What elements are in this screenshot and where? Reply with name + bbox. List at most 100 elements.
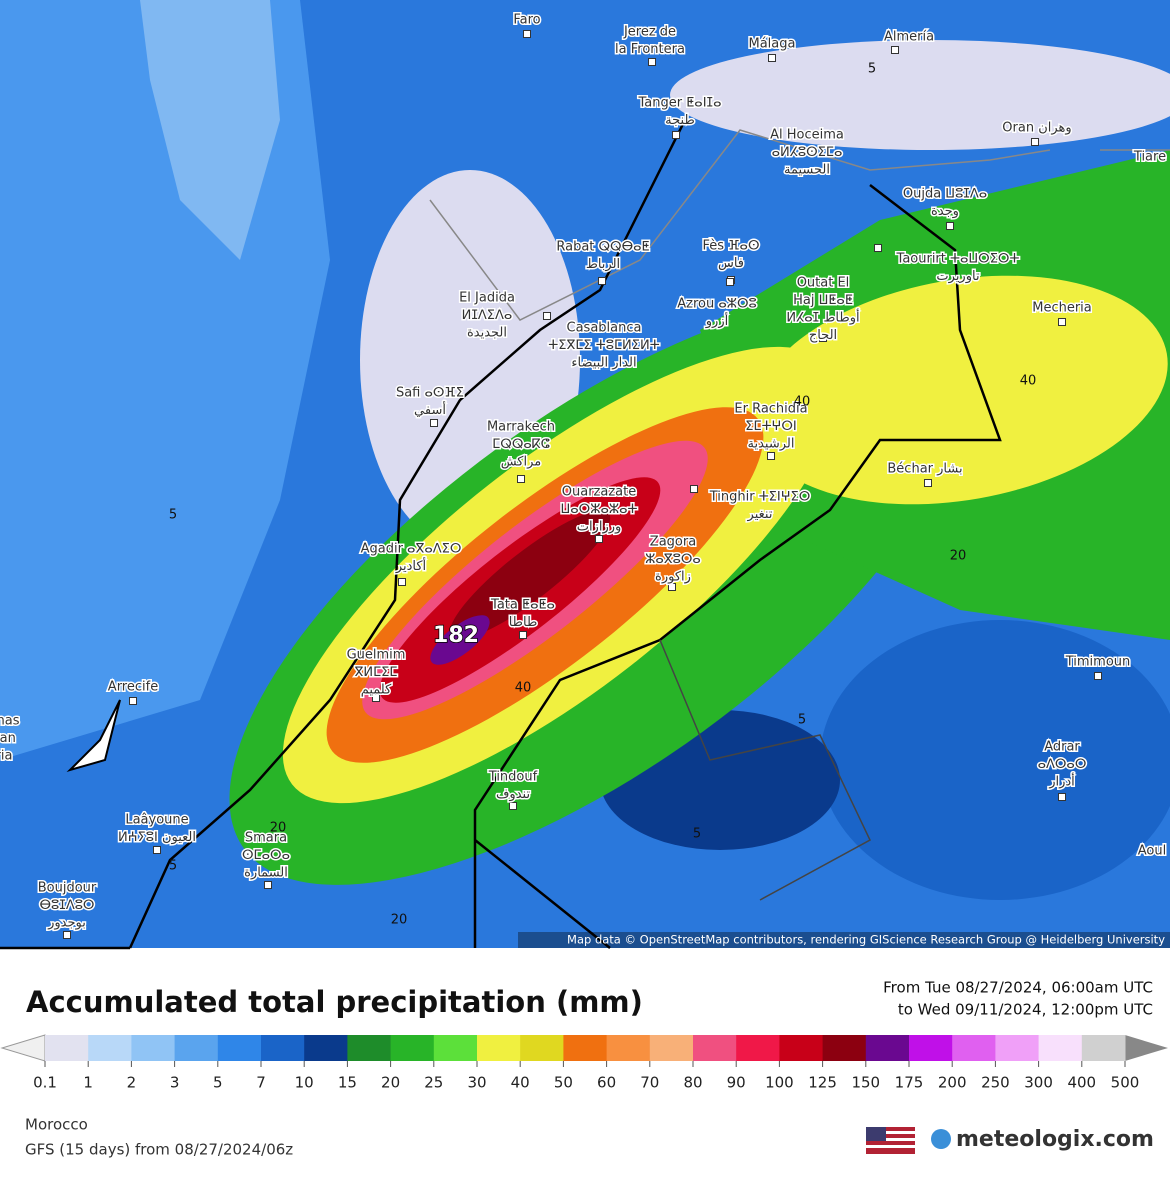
city-label: Oujda ⵡⵓⵊⴷⴰ xyxy=(903,187,987,202)
area xyxy=(820,620,1170,900)
city-label: Casablanca xyxy=(567,321,642,336)
legend-swatch xyxy=(390,1035,435,1061)
city-marker xyxy=(153,846,161,854)
legend-tick-label: 60 xyxy=(597,1074,616,1092)
city-marker xyxy=(598,277,606,285)
contour-label: 40 xyxy=(515,681,532,696)
city-label: الحاج xyxy=(809,328,837,343)
city-label: Azrou ⴰⵣⵔⵓ xyxy=(677,297,757,312)
legend-tick-label: 125 xyxy=(808,1074,837,1092)
logo xyxy=(931,1129,951,1149)
legend-tick-label: 2 xyxy=(127,1074,137,1092)
city-label: Béchar بشار xyxy=(887,462,962,477)
legend-swatch xyxy=(649,1035,694,1061)
city-label: الحسيمة xyxy=(784,163,830,178)
city-label: أكادير xyxy=(395,557,426,574)
city-label: الدار البيضاء xyxy=(571,356,636,371)
city-marker xyxy=(63,931,71,939)
island xyxy=(66,699,121,773)
city-marker xyxy=(819,334,827,342)
city-label: الرباط xyxy=(586,257,620,272)
legend-swatch xyxy=(1038,1035,1083,1061)
legend-swatch xyxy=(822,1035,867,1061)
contour-label: 40 xyxy=(794,395,811,410)
legend-swatch xyxy=(909,1035,953,1061)
legend-tick-label: 30 xyxy=(467,1074,486,1092)
legend-swatch xyxy=(45,1035,89,1061)
city-label: aria xyxy=(0,749,12,764)
contour-label: 5 xyxy=(798,713,806,728)
city-label: ⵍⵊⴷⵉⴷⴰ xyxy=(462,308,513,323)
city-label: ⵙⵎⴰⵔⴰ xyxy=(242,848,290,863)
city-label: أسفي xyxy=(414,401,446,418)
city-label: أزرو xyxy=(705,312,728,329)
area xyxy=(430,615,490,665)
legend: 0.1 1 2 3 5 7 10 15 20 25 30 40 50 60 70 80 90 100 125 150 1… xyxy=(0,1034,1168,1092)
city-marker xyxy=(690,485,698,493)
city-label: كلميم xyxy=(361,683,392,698)
city-marker xyxy=(129,697,137,705)
city-label: Laâyoune xyxy=(125,813,188,828)
city-label: الرشيدية xyxy=(748,437,795,452)
city-marker xyxy=(517,475,525,483)
legend-swatch xyxy=(736,1035,780,1061)
city-label: ⵣⴰⴳⵓⵔⴰ xyxy=(645,552,701,567)
city-label: Málaga xyxy=(749,37,796,52)
city-label: Oran وهران xyxy=(1002,121,1071,136)
city-label: Arrecife xyxy=(108,680,158,695)
city-label: طاطا xyxy=(509,615,538,630)
legend-swatch xyxy=(433,1035,478,1061)
city-label: Guelmim xyxy=(347,648,406,663)
legend-swatch xyxy=(952,1035,996,1061)
contour-label: 5 xyxy=(693,827,701,842)
legend-tick-label: 0.1 xyxy=(33,1074,57,1092)
brand[interactable]: meteologix.com xyxy=(956,1127,1154,1152)
ocean-light xyxy=(140,0,280,260)
city-marker xyxy=(264,881,272,889)
city-label: زاكورة xyxy=(655,570,691,585)
legend-tick-label: 500 xyxy=(1111,1074,1140,1092)
legend-swatch xyxy=(174,1035,219,1061)
contour-label: 20 xyxy=(270,821,287,836)
contour-label: 5 xyxy=(868,62,876,77)
city-label: أدرار xyxy=(1048,773,1075,790)
legend-tick-label: 1 xyxy=(83,1074,93,1092)
legend-swatch xyxy=(520,1035,564,1061)
contour-label: 40 xyxy=(1020,374,1037,389)
legend-swatch xyxy=(563,1035,608,1061)
city-label: Agadir ⴰⴳⴰⴷⵉⵔ xyxy=(361,542,462,557)
city-marker xyxy=(1094,672,1102,680)
legend-swatch xyxy=(995,1035,1040,1061)
legend-tick-label: 15 xyxy=(338,1074,357,1092)
city-label: ⴳⵍⵎⵉⵎ xyxy=(355,665,398,680)
city-marker xyxy=(891,46,899,54)
city-label: Boujdour xyxy=(38,881,97,896)
city-label: Gran xyxy=(0,731,16,746)
region: Morocco xyxy=(25,1116,88,1134)
legend-swatch xyxy=(693,1035,737,1061)
city-marker xyxy=(726,278,734,286)
attribution: Map data © OpenStreetMap contributors, r… xyxy=(567,933,1165,947)
legend-tick-label: 40 xyxy=(511,1074,530,1092)
legend-swatch xyxy=(131,1035,176,1061)
legend-tick-label: 90 xyxy=(727,1074,746,1092)
labels: Faro Jerez de la Frontera Málaga Almería Tang… xyxy=(0,11,1168,939)
city-label: فاس xyxy=(718,256,744,271)
city-label: Fès ⴼⴰⵙ xyxy=(703,239,760,254)
city-marker xyxy=(767,452,775,460)
city-label: تنغير xyxy=(747,507,773,522)
city-marker xyxy=(398,578,406,586)
legend-tick-label: 250 xyxy=(981,1074,1010,1092)
city-label: تاوريرت xyxy=(936,269,980,284)
legend-swatch xyxy=(865,1035,910,1061)
city-marker xyxy=(595,535,603,543)
city-label: El Jadida xyxy=(459,291,515,306)
legend-tick-label: 3 xyxy=(170,1074,180,1092)
city-label: Haj ⵡⵟⴰⵟ xyxy=(793,293,853,308)
contour-label: 20 xyxy=(391,913,408,928)
legend-tick-label: 25 xyxy=(424,1074,443,1092)
area xyxy=(449,510,611,640)
legend-tick-label: 7 xyxy=(256,1074,266,1092)
